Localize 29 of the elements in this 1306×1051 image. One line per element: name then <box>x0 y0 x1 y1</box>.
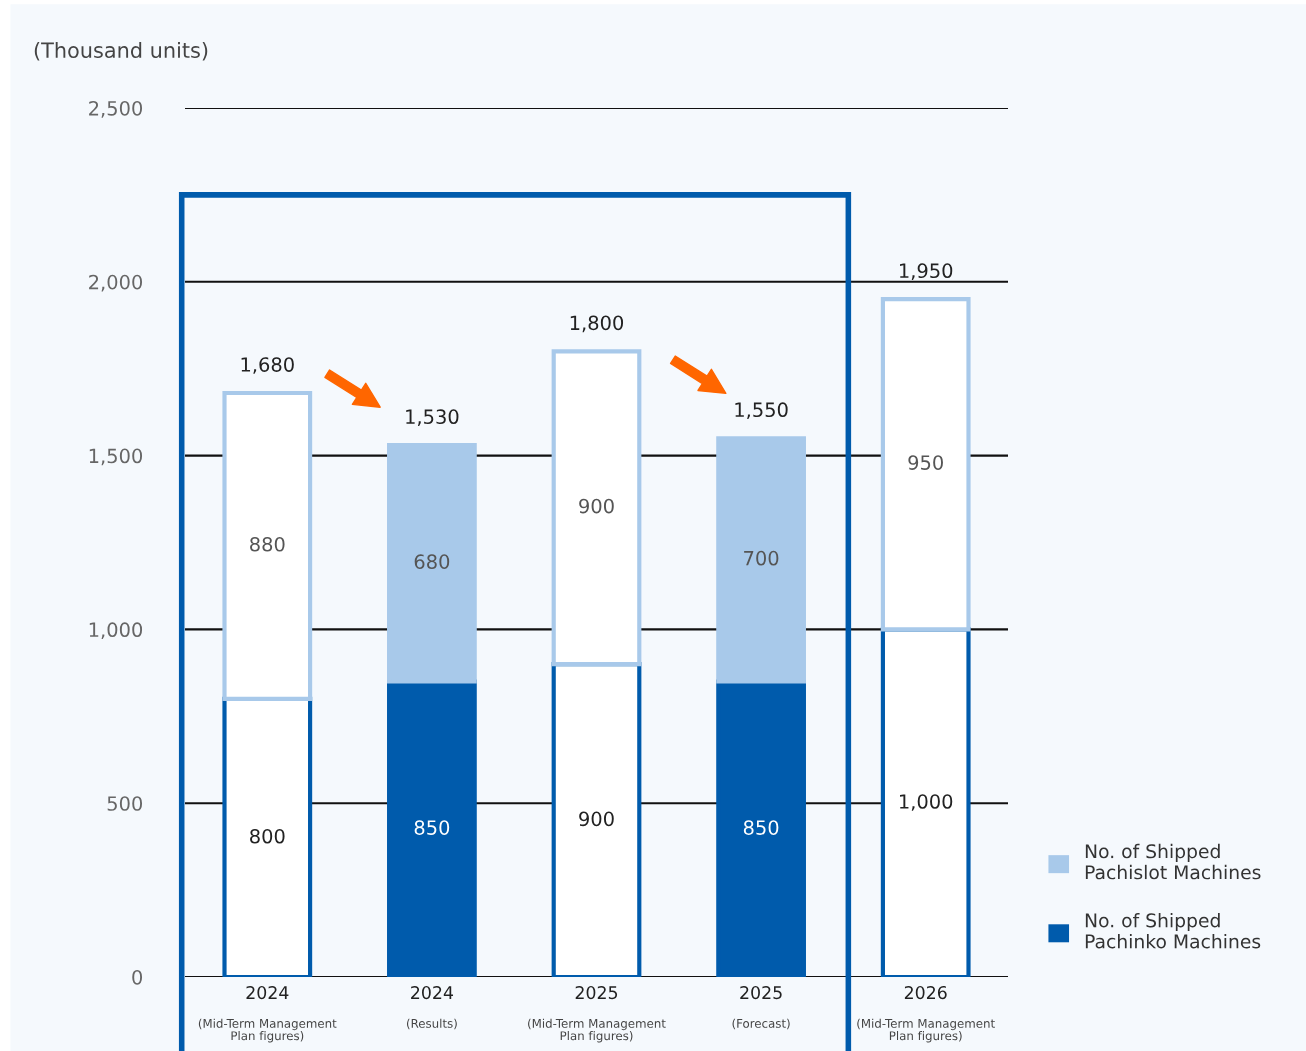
x-tick-label: 2025 (Forecast) <box>732 986 790 1030</box>
data-label: 1,000 <box>900 794 953 811</box>
data-label: 900 <box>579 498 614 514</box>
data-label: 950 <box>908 455 943 470</box>
y-tick-label: 1,500 <box>89 448 143 466</box>
x-tick-label: 2025 (Mid-Term Management Plan figures) <box>528 986 666 1043</box>
data-label: 850 <box>743 820 779 835</box>
data-label: 800 <box>250 828 285 844</box>
y-tick-label: 0 <box>132 969 143 985</box>
y-tick-label: 500 <box>107 796 143 811</box>
total-label: 1,680 <box>241 357 294 374</box>
data-label: 900 <box>579 811 614 827</box>
y-tick-label: 2,000 <box>89 274 143 292</box>
y-tick-label: 1,000 <box>89 622 143 640</box>
x-tick-label: 2024 (Mid-Term Management Plan figures) <box>198 986 337 1043</box>
total-label: 1,530 <box>406 409 459 427</box>
x-tick-label: 2024 (Results) <box>407 986 457 1030</box>
x-tick-label: 2026 (Mid-Term Management Plan figures) <box>857 986 995 1043</box>
total-label: 1,800 <box>570 315 624 333</box>
y-axis-title: (Thousand units) <box>34 41 208 61</box>
y-tick-label: 2,500 <box>89 100 143 118</box>
data-label: 700 <box>744 550 779 566</box>
data-label: 680 <box>414 554 450 569</box>
data-label: 850 <box>414 820 450 835</box>
legend-label: No. of Shipped Pachinko Machines <box>1085 912 1261 949</box>
total-label: 1,550 <box>735 402 788 420</box>
total-label: 1,950 <box>900 263 953 281</box>
legend-label: No. of Shipped Pachislot Machines <box>1085 843 1261 880</box>
data-label: 880 <box>250 536 285 552</box>
